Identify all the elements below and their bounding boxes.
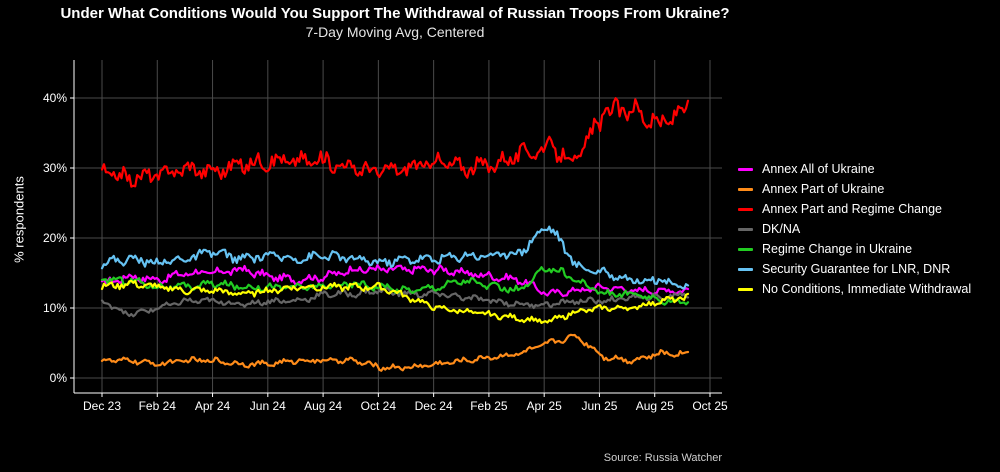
series-line xyxy=(100,333,690,372)
x-tick-label: Dec 23 xyxy=(83,399,121,413)
x-tick-label: Feb 24 xyxy=(139,399,177,413)
legend-item: Annex All of Ukraine xyxy=(738,159,971,179)
x-tick-label: Oct 25 xyxy=(692,399,728,413)
x-axis-ticks: Dec 23 Feb 24 Apr 24 Jun 24 Aug 24 Oct 24 Dec … xyxy=(83,393,728,413)
legend-label: No Conditions, Immediate Withdrawal xyxy=(762,282,972,296)
source-note: Source: Russia Watcher xyxy=(603,452,722,464)
legend-label: DK/NA xyxy=(762,222,801,236)
legend: Annex All of Ukraine Annex Part of Ukrain… xyxy=(738,159,971,299)
series-line xyxy=(100,286,690,318)
x-tick-label: Aug 25 xyxy=(636,399,674,413)
legend-label: Annex Part of Ukraine xyxy=(762,182,885,196)
x-tick-label: Apr 24 xyxy=(195,399,231,413)
series-line xyxy=(100,279,690,324)
y-tick-label: 0% xyxy=(50,371,68,385)
y-tick-label: 10% xyxy=(43,301,67,315)
series-line xyxy=(100,97,690,188)
y-tick-label: 20% xyxy=(43,231,67,245)
legend-item: DK/NA xyxy=(738,219,971,239)
legend-swatch xyxy=(738,267,753,271)
chart-subtitle: 7-Day Moving Avg, Centered xyxy=(305,24,485,40)
x-tick-label: Jun 25 xyxy=(581,399,617,413)
legend-label: Regime Change in Ukraine xyxy=(762,242,913,256)
legend-swatch xyxy=(738,187,753,191)
legend-item: Security Guarantee for LNR, DNR xyxy=(738,259,971,279)
series-line xyxy=(100,264,690,298)
y-tick-label: 40% xyxy=(43,91,67,105)
legend-swatch xyxy=(738,287,753,291)
x-tick-label: Apr 25 xyxy=(527,399,563,413)
legend-swatch xyxy=(738,167,753,171)
y-axis-label: % respondents xyxy=(11,176,27,263)
x-tick-label: Feb 25 xyxy=(470,399,508,413)
legend-item: Annex Part and Regime Change xyxy=(738,199,971,219)
y-axis-ticks: 0% 10% 20% 30% 40% xyxy=(43,91,74,385)
x-tick-label: Oct 24 xyxy=(361,399,397,413)
legend-item: Annex Part of Ukraine xyxy=(738,179,971,199)
legend-item: Regime Change in Ukraine xyxy=(738,239,971,259)
x-tick-label: Aug 24 xyxy=(304,399,342,413)
axes xyxy=(73,60,722,394)
series-line xyxy=(100,225,690,290)
legend-label: Annex All of Ukraine xyxy=(762,162,875,176)
legend-swatch xyxy=(738,207,753,211)
chart-title: Under What Conditions Would You Support … xyxy=(60,5,730,22)
series-lines xyxy=(100,97,690,372)
legend-label: Annex Part and Regime Change xyxy=(762,202,942,216)
x-tick-label: Dec 24 xyxy=(415,399,453,413)
legend-item: No Conditions, Immediate Withdrawal xyxy=(738,279,971,299)
x-tick-label: Jun 24 xyxy=(250,399,286,413)
legend-swatch xyxy=(738,227,753,231)
y-tick-label: 30% xyxy=(43,161,67,175)
legend-swatch xyxy=(738,247,753,251)
legend-label: Security Guarantee for LNR, DNR xyxy=(762,262,951,276)
